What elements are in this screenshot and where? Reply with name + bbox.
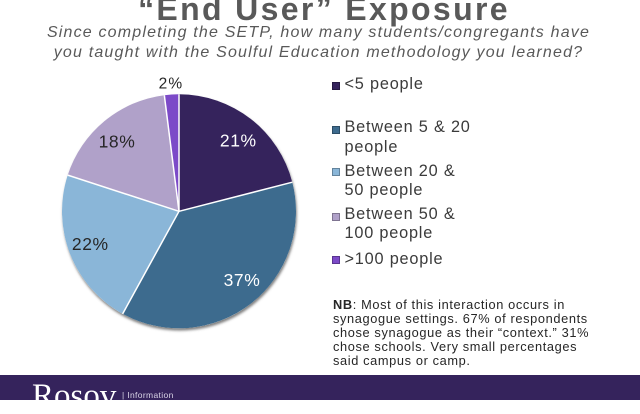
svg-text:37%: 37% — [224, 270, 261, 290]
svg-text:21%: 21% — [220, 130, 257, 150]
svg-text:2%: 2% — [159, 76, 184, 93]
svg-text:18%: 18% — [99, 131, 136, 151]
svg-text:22%: 22% — [72, 234, 109, 254]
